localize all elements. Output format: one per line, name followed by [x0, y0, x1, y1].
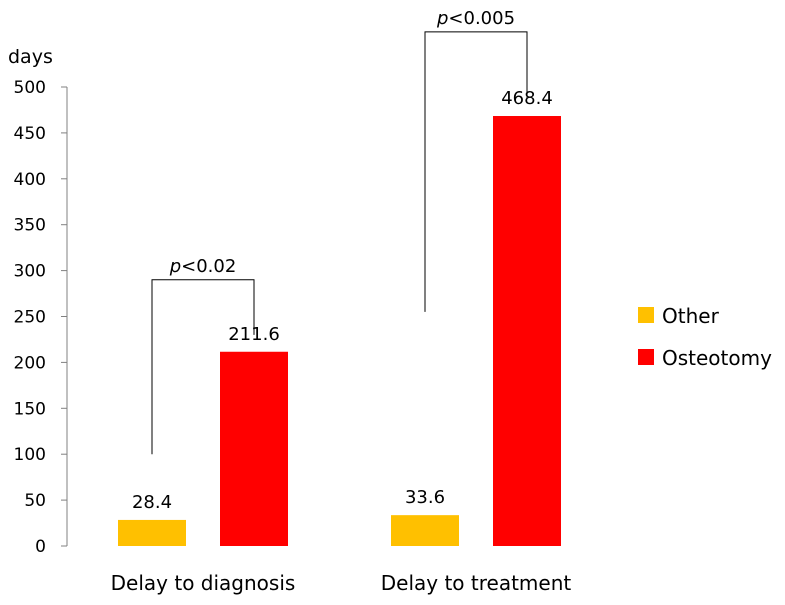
bar-other-1	[391, 515, 459, 546]
legend-label: Other	[662, 304, 720, 328]
significance-annotations: p<0.02p<0.005	[151, 8, 528, 455]
bar-other-0	[118, 519, 186, 546]
y-tick-label: 350	[14, 216, 46, 236]
p-threshold: <0.02	[181, 256, 236, 277]
y-tick-label: 50	[24, 491, 46, 511]
data-label: 28.4	[132, 492, 172, 513]
category-label: Delay to diagnosis	[111, 571, 296, 595]
p-threshold: <0.005	[448, 8, 515, 29]
y-tick-label: 0	[35, 537, 46, 557]
y-axis-label: days	[8, 46, 53, 68]
y-tick-label: 500	[14, 78, 46, 98]
y-tick-label: 100	[14, 445, 46, 465]
y-tick-label: 300	[14, 262, 46, 282]
p-symbol: p	[436, 8, 448, 29]
p-symbol: p	[169, 256, 181, 277]
y-tick-label: 150	[14, 399, 46, 419]
bar-osteotomy-0	[220, 351, 288, 546]
legend: Other Osteotomy	[638, 304, 772, 370]
y-tick-label: 200	[14, 353, 46, 373]
legend-swatch	[638, 349, 654, 365]
data-label: 468.4	[501, 88, 553, 109]
p-value-label: p<0.02	[169, 256, 237, 277]
y-tick-label: 400	[14, 170, 46, 190]
bar-osteotomy-1	[493, 116, 561, 547]
significance-bracket	[424, 31, 528, 312]
y-tick-label: 450	[14, 124, 46, 144]
p-value-label: p<0.005	[436, 8, 515, 29]
y-axis-ticks: 0 50 100 150 200 250 300 350 400 450 500	[14, 78, 67, 557]
legend-label: Osteotomy	[662, 346, 772, 370]
legend-swatch	[638, 307, 654, 323]
significance-bracket	[151, 279, 255, 455]
category-labels: Delay to diagnosis Delay to treatment	[111, 571, 572, 595]
data-label: 33.6	[405, 487, 445, 508]
y-tick-label: 250	[14, 308, 46, 328]
category-label: Delay to treatment	[381, 571, 572, 595]
